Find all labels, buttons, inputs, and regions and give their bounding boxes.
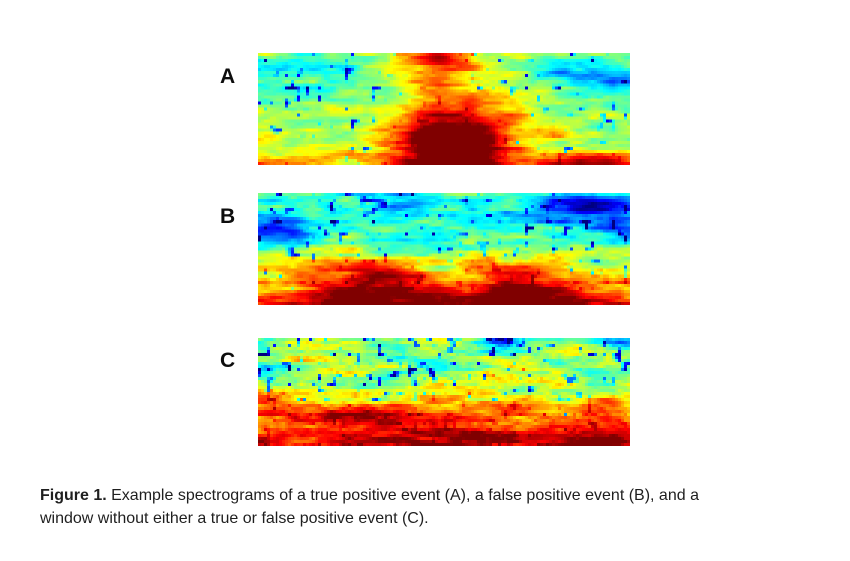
caption-text-line-1: Example spectrograms of a true positive …	[106, 487, 699, 504]
caption-line-2: window without either a true or false po…	[40, 507, 830, 530]
caption-text-line-2: window without either a true or false po…	[40, 510, 429, 527]
panel-label-b: B	[220, 205, 236, 228]
spectrogram-b	[258, 193, 630, 305]
panel-label-c: C	[220, 349, 236, 372]
spectrogram-c	[258, 338, 630, 446]
panel-label-a: A	[220, 65, 236, 88]
figure-caption: Figure 1. Example spectrograms of a true…	[40, 484, 830, 530]
spectrogram-a	[258, 53, 630, 165]
caption-figure-label: Figure 1.	[40, 487, 107, 504]
caption-line-1: Figure 1. Example spectrograms of a true…	[40, 484, 830, 507]
